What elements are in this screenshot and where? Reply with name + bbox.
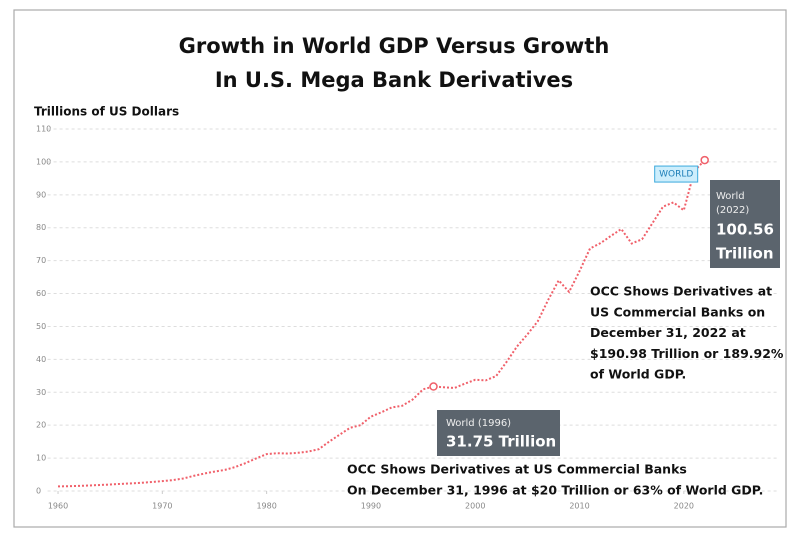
tooltip-label: World (1996) <box>446 418 511 429</box>
annotation: OCC Shows Derivatives at <box>590 284 772 299</box>
x-tick-label: 1970 <box>152 502 172 511</box>
annotation: On December 31, 1996 at $20 Trillion or … <box>347 483 763 498</box>
y-tick-label: 50 <box>36 322 46 331</box>
legend-label: WORLD <box>659 170 693 180</box>
tooltip-value: 31.75 Trillion <box>446 433 556 451</box>
y-tick-label: 40 <box>36 355 46 364</box>
annotation: $190.98 Trillion or 189.92% <box>590 346 784 361</box>
tooltip <box>437 410 560 456</box>
y-tick-label: 0 <box>36 487 41 496</box>
frame <box>13 9 787 528</box>
highlight-point <box>429 382 438 391</box>
y-tick-label: 30 <box>36 388 46 397</box>
tooltip-label-line: (2022) <box>716 205 749 216</box>
y-axis-label: Trillions of US Dollars <box>34 105 179 119</box>
highlight-point <box>700 155 709 165</box>
x-tick-label: 1960 <box>48 502 68 511</box>
y-tick-label: 60 <box>36 289 46 298</box>
annotation: US Commercial Banks on <box>590 304 765 319</box>
y-tick-label: 70 <box>36 256 46 265</box>
y-tick-label: 90 <box>36 190 46 199</box>
chart-title: Growth in World GDP Versus Growth <box>179 34 610 58</box>
annotation: OCC Shows Derivatives at US Commercial B… <box>347 462 687 477</box>
tooltip-value: 100.56 <box>716 221 774 239</box>
x-tick-label: 2020 <box>674 502 694 511</box>
chart-title: In U.S. Mega Bank Derivatives <box>215 68 573 92</box>
tooltip-value: Trillion <box>716 245 774 263</box>
y-tick-label: 110 <box>36 125 51 134</box>
x-tick-label: 1990 <box>361 502 381 511</box>
y-tick-label: 100 <box>36 157 51 166</box>
y-tick-label: 10 <box>36 454 46 463</box>
annotation: December 31, 2022 at <box>590 325 746 340</box>
x-tick-label: 1980 <box>256 502 276 511</box>
tooltip <box>710 180 780 268</box>
tooltip-label: World (2022) <box>716 191 749 216</box>
x-tick-label: 2000 <box>465 502 485 511</box>
y-tick-label: 80 <box>36 223 46 232</box>
y-tick-label: 20 <box>36 421 46 430</box>
tooltip-label-line: World <box>716 191 745 202</box>
annotation: of World GDP. <box>590 367 686 382</box>
data-line <box>57 159 706 488</box>
legend-tag <box>654 165 699 183</box>
x-tick-label: 2010 <box>569 502 589 511</box>
